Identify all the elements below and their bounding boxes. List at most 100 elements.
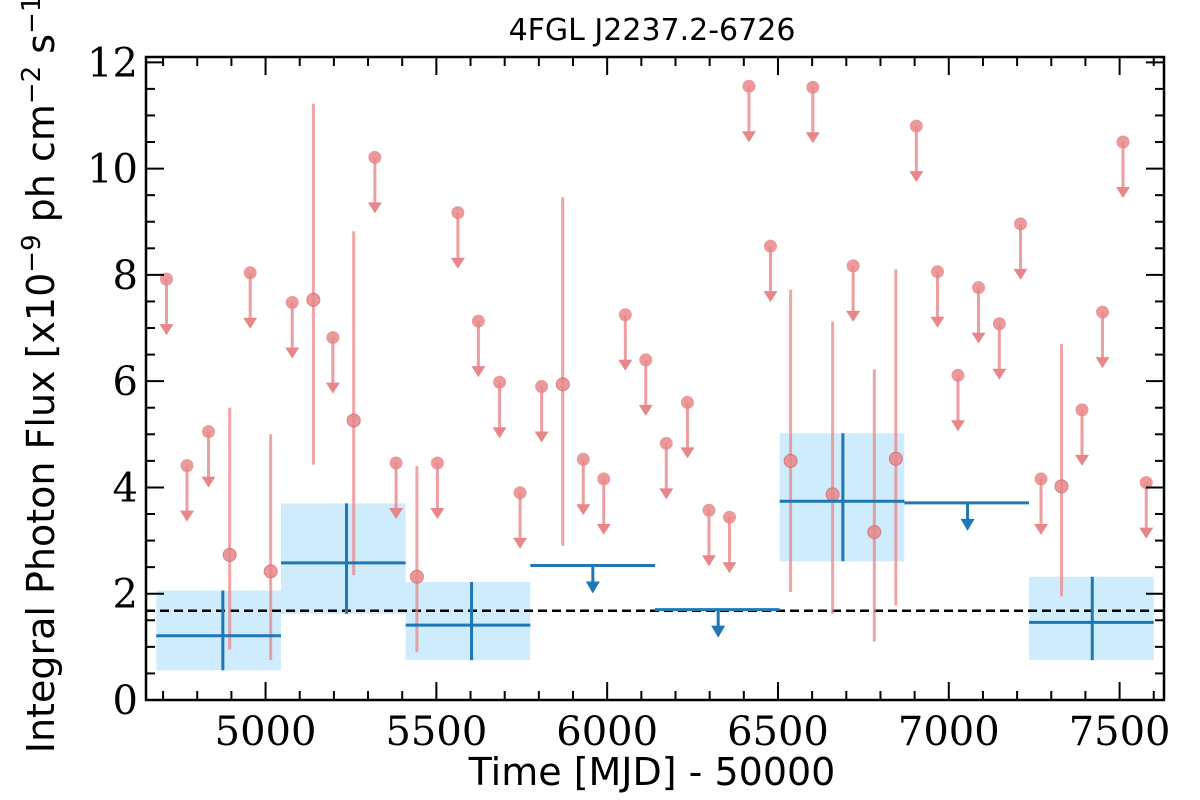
fine-upper-limit [701,503,716,567]
coarse-bin-band [280,503,406,614]
fine-upper-limit-marker [1116,135,1130,149]
fine-upper-limit-arrow [534,431,549,443]
fine-upper-limit-marker [722,510,736,524]
coarse-upper-limit [530,564,655,594]
fine-upper-limit [1034,472,1049,535]
fine-upper-limit-arrow [618,359,633,371]
fine-upper-limit-marker [992,317,1006,331]
fine-upper-limit-arrow [930,316,945,328]
fine-upper-limit-arrow [846,310,861,322]
fine-upper-limit-arrow [680,447,695,459]
fine-upper-limit-arrow [576,504,591,516]
fine-upper-limit-marker [659,436,673,450]
fine-upper-limit-arrow [1075,454,1090,466]
fine-upper-limit [846,259,861,322]
fine-upper-limit [992,317,1007,380]
fine-upper-limit [1013,217,1028,280]
fine-detection-point [346,231,361,576]
fine-upper-limit-marker [1014,217,1028,231]
y-tick-label: 8 [113,253,138,299]
x-tick-label: 5000 [215,709,317,755]
fine-upper-limit [971,281,986,344]
fine-upper-limit-marker [513,486,527,500]
fine-upper-limit-marker [951,368,965,382]
fine-upper-limit-arrow [1139,527,1154,539]
fine-marker [555,377,570,392]
fine-detection-point [888,269,903,606]
fine-upper-limit [492,375,507,439]
fine-detection-point [825,321,840,614]
fine-upper-limit [596,472,611,535]
fine-upper-limit-arrow [763,291,778,303]
chart-title: 4FGL J2237.2-6726 [509,13,796,48]
plot-area [146,79,1164,671]
x-tick-label: 5500 [385,709,487,755]
fine-upper-limit [285,296,300,359]
coarse-bin-band [405,582,531,661]
coarse-detection-point [156,590,281,671]
x-tick-label: 6500 [727,709,829,755]
fine-marker [783,453,798,468]
y-tick-label: 6 [113,359,138,405]
y-axis-label-exp1: −9 [17,234,47,272]
y-axis-label-exp3: −1 [17,0,47,34]
y-tick-label: 4 [113,465,138,511]
fine-detection-point [867,369,882,642]
fine-upper-limit [201,425,216,488]
fine-upper-limit-marker [702,503,716,517]
fine-upper-limit-arrow [805,132,820,144]
axes-frame [144,55,1166,702]
fine-upper-limit-arrow [492,427,507,439]
fine-upper-limit [430,456,445,519]
fine-upper-limit [680,395,695,459]
coarse-detection-point [405,582,531,661]
fine-upper-limit [638,353,653,416]
fine-upper-limit-marker [763,239,777,253]
fine-upper-limit-arrow [909,171,924,183]
fine-upper-limit-arrow [513,537,528,549]
fine-upper-limit [576,452,591,516]
fine-upper-limit [159,272,174,336]
coarse-upper-limit [904,501,1030,531]
fine-marker [1054,479,1069,494]
fine-upper-limit-marker [618,308,632,322]
fine-marker [867,525,882,540]
fine-upper-limit [471,314,486,378]
x-tick-label: 7500 [1069,709,1171,755]
fine-upper-limit-marker [180,459,194,473]
coarse-detection-point [779,433,905,562]
coarse-detection-point [280,503,406,614]
fine-upper-limit-marker [972,281,986,295]
fine-upper-limit-arrow [701,555,716,567]
fine-marker [825,487,840,502]
x-axis-label: Time [MJD] - 50000 [468,750,836,794]
fine-detection-point [222,407,237,650]
fine-upper-limit [763,239,778,303]
fine-upper-limit-marker [931,265,945,279]
fine-upper-limit-arrow [951,420,966,432]
fine-detection-point [263,434,278,661]
fine-upper-limit-marker [1075,403,1089,417]
fine-upper-limit-marker [389,456,403,470]
fine-upper-limit-arrow [450,257,465,269]
y-axis-label-exp2: −2 [17,66,47,104]
fine-upper-limit-arrow [430,507,445,519]
fine-upper-limit-arrow [992,368,1007,380]
fine-upper-limit [389,456,404,519]
fine-upper-limit-arrow [596,523,611,535]
fine-upper-limit [722,510,737,574]
fine-upper-limit-marker [471,314,485,328]
fine-upper-limit [909,119,924,183]
coarse-upper-limit [655,608,780,638]
fine-upper-limit-arrow [1095,357,1110,369]
fine-upper-limit [179,459,194,522]
fine-upper-limit-marker [493,375,507,389]
x-tick-label: 7000 [898,709,1000,755]
fine-marker [409,569,424,584]
fine-detection-point [783,289,798,593]
fine-upper-limit [450,206,465,269]
fine-marker [222,547,237,562]
fine-upper-limit-arrow [201,476,216,488]
fine-upper-limit-arrow [638,404,653,416]
